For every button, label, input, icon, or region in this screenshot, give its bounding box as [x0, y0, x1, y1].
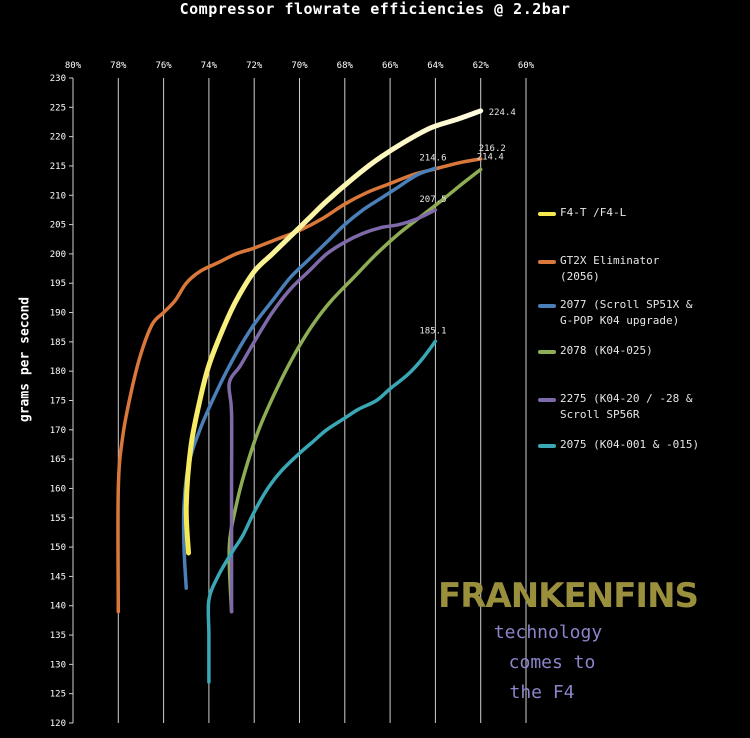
y-tick-label: 230 — [50, 74, 66, 84]
x-tick-label: 60% — [518, 61, 535, 71]
data-label-2: 214.6 — [419, 153, 446, 163]
y-tick-label: 170 — [50, 426, 66, 436]
series-line-5 — [206, 339, 438, 684]
logo-tagline-3: the F4 — [509, 682, 575, 703]
y-tick-label: 175 — [50, 397, 66, 407]
y-tick-label: 145 — [50, 572, 66, 582]
x-tick-label: 68% — [337, 61, 354, 71]
y-tick-label: 125 — [50, 690, 66, 700]
legend-swatch — [538, 260, 556, 264]
y-tick-label: 185 — [50, 338, 66, 348]
y-tick-label: 215 — [50, 162, 66, 172]
data-label-3: 214.4 — [477, 152, 504, 162]
chart-title: Compressor flowrate efficiencies @ 2.2ba… — [179, 0, 571, 18]
y-tick-label: 150 — [50, 543, 66, 553]
frankenfins-logo: FRANKENFINS technology comes to the F4 — [432, 572, 732, 722]
series-line-3 — [227, 167, 483, 614]
y-tick-label: 205 — [50, 221, 66, 231]
x-tick-label: 62% — [473, 61, 490, 71]
y-tick-label: 160 — [50, 484, 66, 494]
legend-label: 2075 (K04-001 & -015) — [560, 438, 700, 451]
x-tick-label: 76% — [155, 61, 172, 71]
y-tick-label: 165 — [50, 455, 66, 465]
legend-label: 2077 (Scroll SP51X & G-POP K04 upgrade) — [560, 298, 693, 327]
x-tick-label: 64% — [427, 61, 444, 71]
y-tick-label: 140 — [50, 602, 66, 612]
y-tick-label: 195 — [50, 279, 66, 289]
legend-label: 2078 (K04-025) — [560, 344, 653, 357]
x-tick-label: 78% — [110, 61, 127, 71]
x-tick-label: 74% — [201, 61, 218, 71]
y-tick-label: 155 — [50, 514, 66, 524]
logo-tagline-1: technology — [493, 622, 603, 643]
y-tick-label: 210 — [50, 191, 66, 201]
legend-swatch — [538, 398, 556, 402]
y-tick-label: 190 — [50, 309, 66, 319]
legend-label: F4-T /F4-L — [560, 206, 627, 219]
series-line-0 — [183, 108, 484, 556]
legend-label: GT2X Eliminator (2056) — [560, 254, 660, 283]
x-tick-label: 80% — [65, 61, 82, 71]
series-line-1 — [116, 157, 483, 614]
y-tick-label: 220 — [50, 133, 66, 143]
legend-swatch — [538, 304, 556, 308]
data-label-0: 224.4 — [489, 108, 516, 118]
x-tick-label: 72% — [246, 61, 263, 71]
y-tick-label: 200 — [50, 250, 66, 260]
legend-swatch — [538, 212, 556, 216]
series-line-4 — [227, 208, 438, 614]
logo-wordmark: FRANKENFINS — [438, 576, 699, 616]
y-tick-label: 180 — [50, 367, 66, 377]
y-tick-label: 135 — [50, 631, 66, 641]
legend-swatch — [538, 350, 556, 354]
y-tick-label: 225 — [50, 103, 66, 113]
series-line-2 — [181, 166, 438, 590]
legend-swatch — [538, 444, 556, 448]
data-label-5: 185.1 — [419, 326, 446, 336]
data-label-1: 216.2 — [479, 144, 506, 154]
y-tick-label: 120 — [50, 719, 66, 729]
logo-tagline-2: comes to — [508, 652, 596, 673]
y-tick-label: 130 — [50, 660, 66, 670]
x-tick-label: 66% — [382, 61, 399, 71]
legend-label: 2275 (K04-20 / -28 & Scroll SP56R — [560, 392, 693, 421]
data-label-4: 207.5 — [419, 195, 446, 205]
x-tick-label: 70% — [291, 61, 308, 71]
